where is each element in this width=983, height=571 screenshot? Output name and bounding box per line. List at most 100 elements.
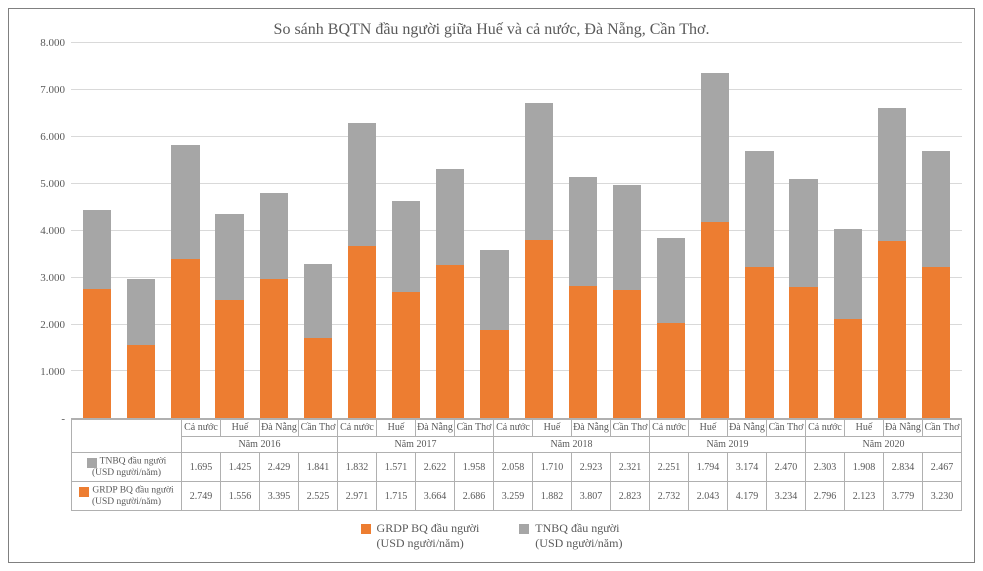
stacked-bar [922,151,950,418]
bar-slot [737,43,781,418]
bar-segment-grdp [171,259,199,418]
bar-segment-tnbq [701,73,729,222]
x-year-label: Năm 2020 [806,436,962,453]
cell-grdp: 3.395 [260,482,299,511]
stacked-bar [613,185,641,419]
bar-segment-tnbq [171,145,199,259]
x-region-label: Huế [845,420,884,437]
stacked-bar [260,193,288,418]
bar-segment-grdp [569,286,597,418]
legend-item-grdp: GRDP BQ đầu người(USD người/năm) [361,521,480,550]
x-year-label: Năm 2019 [650,436,806,453]
bar-slot [207,43,251,418]
cell-grdp: 3.259 [494,482,533,511]
y-tick: 2.000 [40,319,65,331]
bar-segment-grdp [260,279,288,418]
plot-area [71,43,962,419]
bar-segment-tnbq [480,250,508,330]
bar-slot [296,43,340,418]
y-tick: 3.000 [40,272,65,284]
bar-slot [75,43,119,418]
x-year-label: Năm 2016 [182,436,338,453]
data-table: Cả nướcHuếĐà NẵngCần ThơCả nướcHuếĐà Nẵn… [71,419,962,511]
cell-grdp: 4.179 [728,482,767,511]
stacked-bar [657,238,685,418]
bar-segment-tnbq [569,177,597,286]
stacked-bar [569,177,597,418]
x-year-label: Năm 2017 [338,436,494,453]
bar-segment-grdp [304,338,332,418]
bar-segment-grdp [878,241,906,418]
x-year-label: Năm 2018 [494,436,650,453]
x-region-label: Đà Nẵng [572,420,611,437]
bar-segment-grdp [215,300,243,418]
cell-tnbq: 3.174 [728,453,767,482]
stacked-bar [171,145,199,418]
bar-segment-tnbq [878,108,906,241]
stacked-bar [745,151,773,419]
bar-slot [428,43,472,418]
chart-container: So sánh BQTN đầu người giữa Huế và cả nư… [8,8,975,563]
bar-segment-grdp [745,267,773,419]
bar-segment-grdp [127,345,155,418]
bar-segment-grdp [525,240,553,419]
cell-grdp: 1.556 [221,482,260,511]
stacked-bar [392,200,420,418]
bar-slot [561,43,605,418]
stacked-bar [834,229,862,418]
cell-tnbq: 1.841 [299,453,338,482]
x-region-label: Đà Nẵng [728,420,767,437]
y-tick: 1.000 [40,366,65,378]
cell-tnbq: 1.710 [533,453,572,482]
legend-swatch-grdp [361,524,371,534]
bar-slot [163,43,207,418]
cell-grdp: 2.043 [689,482,728,511]
bar-slot [605,43,649,418]
cell-tnbq: 1.832 [338,453,377,482]
y-tick: 8.000 [40,37,65,49]
cell-tnbq: 2.321 [611,453,650,482]
legend-label-grdp: GRDP BQ đầu người(USD người/năm) [377,521,480,550]
cell-tnbq: 2.834 [884,453,923,482]
cell-tnbq: 1.425 [221,453,260,482]
cell-grdp: 3.230 [923,482,962,511]
x-region-label: Huế [221,420,260,437]
bar-segment-tnbq [348,123,376,246]
legend: GRDP BQ đầu người(USD người/năm) TNBQ đầ… [21,511,962,562]
bar-slot [870,43,914,418]
cell-grdp: 3.234 [767,482,806,511]
x-region-label: Cả nước [806,420,845,437]
bar-segment-grdp [348,246,376,418]
cell-tnbq: 1.571 [377,453,416,482]
cell-tnbq: 2.470 [767,453,806,482]
x-region-label: Huế [533,420,572,437]
y-axis: -1.0002.0003.0004.0005.0006.0007.0008.00… [21,43,71,419]
cell-tnbq: 1.794 [689,453,728,482]
cell-grdp: 2.971 [338,482,377,511]
bar-slot [472,43,516,418]
cell-grdp: 1.715 [377,482,416,511]
stacked-bar [304,264,332,418]
stacked-bar [348,123,376,418]
bar-segment-tnbq [745,151,773,267]
cell-grdp: 3.664 [416,482,455,511]
bar-slot [649,43,693,418]
bar-segment-tnbq [525,103,553,240]
bar-segment-tnbq [83,210,111,290]
bar-segment-grdp [922,267,950,419]
bar-segment-tnbq [613,185,641,291]
cell-tnbq: 2.058 [494,453,533,482]
x-region-label: Đà Nẵng [260,420,299,437]
bar-slot [826,43,870,418]
cell-grdp: 2.749 [182,482,221,511]
bars-layer [71,43,962,418]
bar-segment-tnbq [789,179,817,287]
x-region-label: Cần Thơ [923,420,962,437]
bar-segment-tnbq [260,193,288,279]
bar-segment-grdp [834,319,862,419]
bar-segment-tnbq [127,279,155,346]
x-region-label: Huế [689,420,728,437]
chart-body: -1.0002.0003.0004.0005.0006.0007.0008.00… [9,43,974,562]
bar-segment-tnbq [436,169,464,266]
bar-segment-grdp [701,222,729,418]
